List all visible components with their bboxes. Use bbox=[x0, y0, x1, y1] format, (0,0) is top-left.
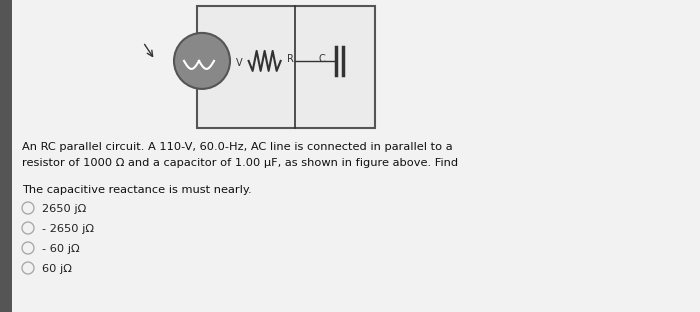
Bar bbox=[0, 0, 12, 312]
Text: V: V bbox=[236, 58, 243, 68]
Text: C: C bbox=[318, 54, 326, 64]
Text: resistor of 1000 Ω and a capacitor of 1.00 μF, as shown in figure above. Find: resistor of 1000 Ω and a capacitor of 1.… bbox=[22, 158, 458, 168]
Text: R: R bbox=[286, 54, 293, 64]
Text: 60 jΩ: 60 jΩ bbox=[42, 264, 72, 274]
Text: - 60 jΩ: - 60 jΩ bbox=[42, 244, 80, 254]
Text: The capacitive reactance is must nearly.: The capacitive reactance is must nearly. bbox=[22, 185, 251, 195]
Circle shape bbox=[174, 33, 230, 89]
Text: An RC parallel circuit. A 110-V, 60.0-Hz, AC line is connected in parallel to a: An RC parallel circuit. A 110-V, 60.0-Hz… bbox=[22, 142, 453, 152]
Bar bbox=[197, 6, 375, 128]
Text: 2650 jΩ: 2650 jΩ bbox=[42, 204, 86, 214]
Text: - 2650 jΩ: - 2650 jΩ bbox=[42, 224, 94, 234]
